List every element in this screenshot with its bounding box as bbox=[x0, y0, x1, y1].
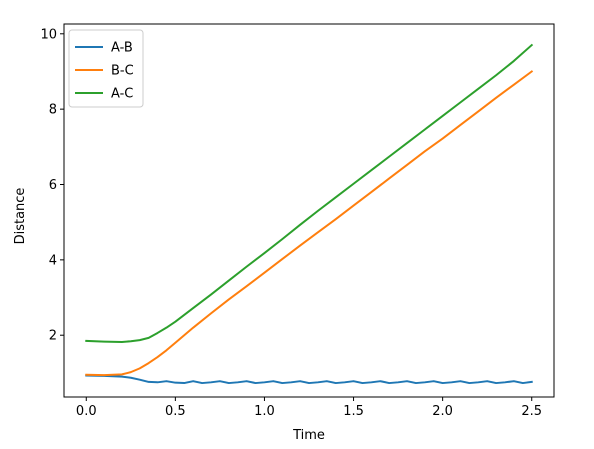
y-tick-label: 8 bbox=[49, 103, 57, 118]
series-line-a-c bbox=[85, 43, 534, 343]
x-axis-label: Time bbox=[292, 428, 325, 443]
y-axis-label: Distance bbox=[13, 188, 28, 245]
x-tick-label: 0.0 bbox=[76, 404, 97, 419]
legend-label-a-c: A-C bbox=[111, 87, 133, 102]
series-line-a-b bbox=[85, 374, 533, 385]
y-axis-ticks: 2 4 6 8 10 bbox=[40, 27, 64, 344]
legend-box bbox=[68, 29, 144, 108]
x-tick-label: 1.5 bbox=[343, 404, 364, 419]
legend: A-B B-C A-C bbox=[68, 29, 144, 108]
x-tick-label: 0.5 bbox=[165, 404, 186, 419]
y-tick-label: 4 bbox=[49, 253, 57, 268]
y-tick-label: 6 bbox=[49, 178, 57, 193]
x-axis-ticks: 0.0 0.5 1.0 1.5 2.0 2.5 bbox=[76, 397, 542, 419]
x-tick-label: 2.5 bbox=[521, 404, 542, 419]
plot-area bbox=[64, 24, 554, 397]
legend-label-a-b: A-B bbox=[111, 41, 133, 56]
series-line-b-c bbox=[85, 70, 534, 377]
plot-frame bbox=[63, 23, 555, 398]
x-tick-label: 2.0 bbox=[432, 404, 453, 419]
y-tick-label: 10 bbox=[40, 27, 57, 42]
legend-label-b-c: B-C bbox=[111, 64, 134, 79]
series-layer bbox=[85, 43, 534, 385]
y-tick-label: 2 bbox=[49, 329, 57, 344]
x-tick-label: 1.0 bbox=[254, 404, 275, 419]
